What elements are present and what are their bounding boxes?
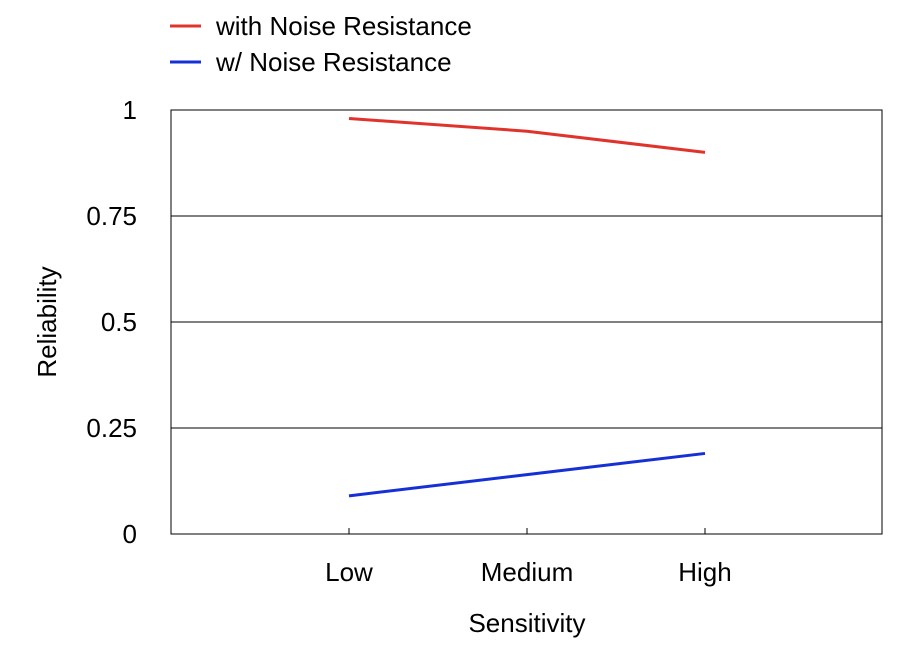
x-tick-label: High (678, 557, 731, 587)
y-tick-label: 0.25 (86, 413, 137, 443)
legend-label: with Noise Resistance (215, 11, 472, 41)
series-line-2 (348, 451, 706, 498)
y-tick-label: 0.5 (101, 307, 137, 337)
y-axis-label: Reliability (32, 266, 62, 377)
series-line-1 (348, 116, 706, 154)
x-tick-label: Medium (481, 557, 573, 587)
legend: with Noise Resistance w/ Noise Resistance (170, 11, 472, 77)
x-tick-label: Low (325, 557, 373, 587)
x-axis-ticks (348, 528, 706, 534)
gridlines (171, 215, 882, 429)
series-lines (348, 116, 706, 498)
x-axis-tick-labels: Low Medium High (325, 557, 732, 587)
y-tick-label: 0 (123, 519, 137, 549)
x-axis-label: Sensitivity (468, 608, 585, 638)
y-tick-label: 1 (123, 95, 137, 125)
y-tick-label: 0.75 (86, 201, 137, 231)
y-axis-tick-labels: 0 0.25 0.5 0.75 1 (86, 95, 137, 549)
legend-label: w/ Noise Resistance (215, 47, 452, 77)
